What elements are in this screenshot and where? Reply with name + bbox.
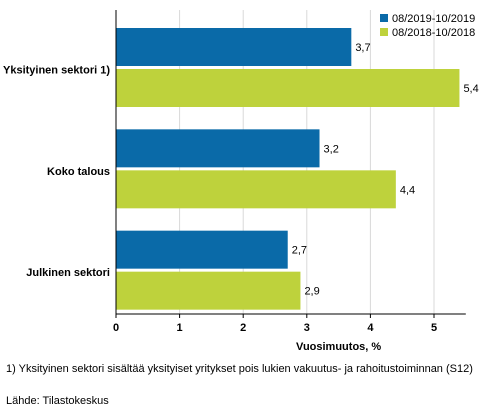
value-label-0-1: 5,4 (463, 83, 478, 95)
bar-1-0 (116, 129, 320, 168)
source-note: Lähde: Tilastokeskus (6, 395, 109, 407)
bar-2-1 (116, 271, 301, 310)
x-tick-label-4: 4 (367, 322, 374, 334)
x-tick-label-3: 3 (304, 322, 310, 334)
axes: Yksityinen sektori 1) Koko talous Julkinen… (3, 10, 466, 353)
bar-1-1 (116, 170, 396, 209)
bar-chart-svg: 3,7 5,4 3,2 4,4 2,7 2,9 Yksityinen sektori 1)… (3, 10, 479, 353)
footnote: 1) Yksityinen sektori sisältää yksityise… (6, 363, 473, 375)
bar-0-0 (116, 28, 352, 66)
value-label-1-0: 3,2 (324, 143, 339, 155)
category-label-1: Koko talous (47, 166, 110, 178)
x-tick-label-2: 2 (240, 322, 246, 334)
category-label-2: Julkinen sektori (26, 267, 110, 279)
legend: 08/2019-10/2019 08/2018-10/2018 (380, 13, 475, 39)
value-label-2-0: 2,7 (292, 245, 307, 257)
bar-0-1 (116, 69, 460, 107)
legend-swatch-0 (380, 14, 388, 22)
x-axis-title: Vuosimuutos, % (296, 341, 381, 353)
value-label-2-1: 2,9 (304, 286, 319, 298)
x-tick-label-1: 1 (177, 322, 183, 334)
legend-label-0: 08/2019-10/2019 (392, 13, 475, 25)
bar-2-0 (116, 230, 288, 269)
x-tick-label-0: 0 (113, 322, 119, 334)
x-tick-label-5: 5 (431, 322, 437, 334)
category-label-0: Yksityinen sektori 1) (3, 65, 110, 77)
bars: 3,7 5,4 3,2 4,4 2,7 2,9 (116, 28, 479, 310)
value-label-0-0: 3,7 (355, 42, 370, 54)
legend-label-1: 08/2018-10/2018 (392, 27, 475, 39)
value-label-1-1: 4,4 (400, 184, 415, 196)
legend-swatch-1 (380, 28, 388, 36)
